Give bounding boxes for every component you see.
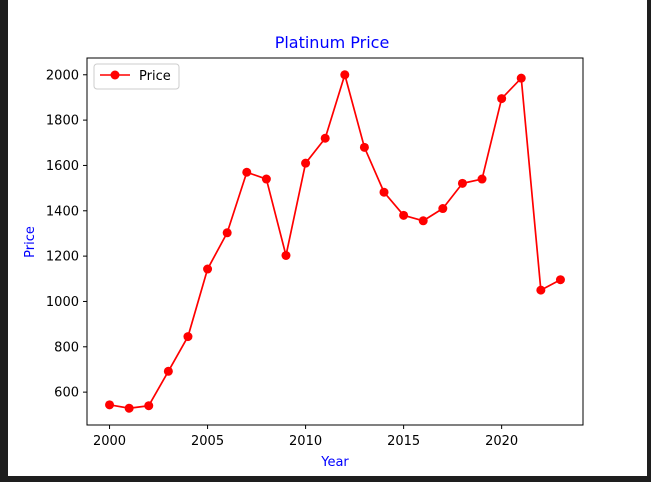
data-point <box>536 285 546 295</box>
data-point <box>320 133 330 143</box>
y-axis: 600 800 1000 1200 1400 1600 1800 2000 <box>46 68 87 401</box>
chart-title: Platinum Price <box>275 33 390 52</box>
y-tick-label: 2000 <box>46 68 79 83</box>
y-axis-label: Price <box>23 226 38 258</box>
data-point <box>457 178 467 188</box>
data-point <box>124 403 134 413</box>
left-editor-strip <box>0 0 8 482</box>
right-editor-strip <box>647 0 651 482</box>
data-point <box>438 204 448 214</box>
x-tick-label: 2020 <box>485 434 518 449</box>
series-layer <box>105 70 565 413</box>
legend-box <box>93 63 180 90</box>
data-point <box>222 228 232 238</box>
legend-label: Price <box>139 69 171 84</box>
y-tick-label: 800 <box>54 340 79 355</box>
chart-svg: Platinum Price 600 800 1000 1200 1400 1600 180… <box>23 33 584 470</box>
y-tick-label: 1800 <box>46 114 79 129</box>
x-tick-label: 2005 <box>191 434 224 449</box>
y-tick-label: 1400 <box>46 204 79 219</box>
data-point <box>183 332 193 342</box>
data-point <box>163 366 173 376</box>
data-point <box>555 275 565 285</box>
data-point <box>399 210 409 220</box>
x-axis: 2000 2005 2010 2015 2020 <box>93 425 518 449</box>
data-point <box>203 264 213 274</box>
data-point <box>418 216 428 226</box>
data-point <box>144 401 154 411</box>
data-point <box>261 174 271 184</box>
y-tick-label: 1600 <box>46 159 79 174</box>
data-point <box>242 167 252 177</box>
x-tick-label: 2000 <box>93 434 126 449</box>
x-tick-label: 2015 <box>387 434 420 449</box>
y-tick-label: 1000 <box>46 295 79 310</box>
data-point <box>359 142 369 152</box>
data-point <box>477 174 487 184</box>
data-point <box>105 400 115 410</box>
data-point <box>301 158 311 168</box>
legend-marker <box>110 70 120 80</box>
figure-canvas: Platinum Price 600 800 1000 1200 1400 1600 180… <box>8 0 647 476</box>
data-point <box>516 73 526 83</box>
data-point <box>379 187 389 197</box>
plot-area <box>86 57 584 426</box>
x-axis-label: Year <box>320 455 349 470</box>
x-tick-label: 2010 <box>289 434 322 449</box>
legend: Price <box>93 63 180 90</box>
y-tick-label: 1200 <box>46 250 79 265</box>
data-point <box>340 70 350 80</box>
series-line-price <box>109 73 561 410</box>
data-point <box>281 250 291 260</box>
data-point <box>497 94 507 104</box>
y-tick-label: 600 <box>54 386 79 401</box>
